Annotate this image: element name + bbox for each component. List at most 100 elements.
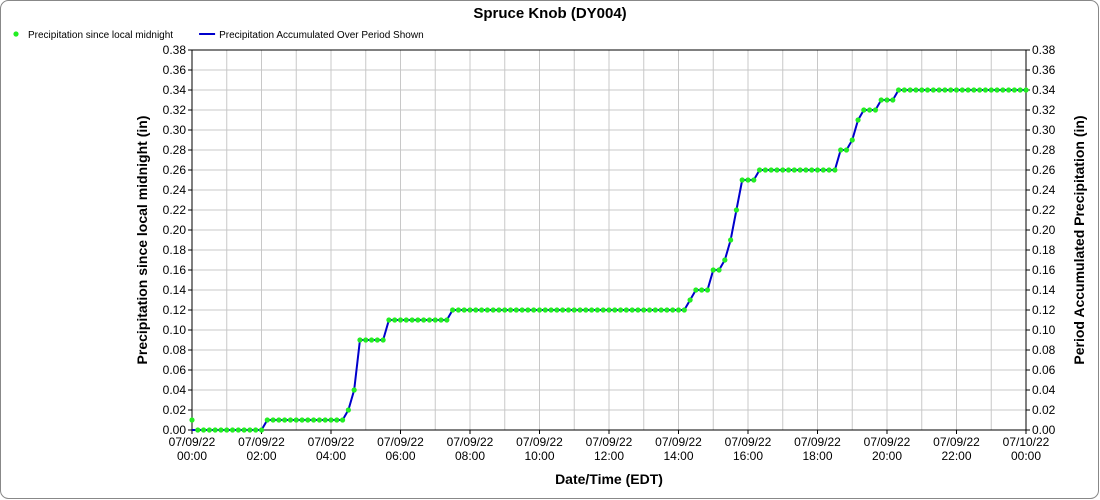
data-point: [363, 337, 369, 343]
data-point: [455, 307, 462, 313]
data-point: [432, 317, 438, 323]
data-point: [316, 417, 323, 423]
data-point: [780, 167, 786, 173]
data-point: [264, 417, 270, 423]
y-tick-label: 0.12: [163, 303, 187, 317]
y-tick-label: 0.20: [163, 223, 187, 237]
y2-tick-label: 0.34: [1032, 83, 1056, 97]
data-point: [478, 307, 485, 313]
data-point: [693, 287, 699, 293]
y2-tick-label: 0.10: [1032, 323, 1056, 337]
data-point: [450, 307, 456, 313]
data-point: [803, 167, 809, 173]
x-tick-label-line: 07/09/22: [308, 435, 355, 449]
data-point: [994, 87, 1000, 93]
data-point: [919, 87, 925, 93]
data-point: [253, 427, 259, 433]
data-point: [629, 307, 635, 313]
data-point: [901, 87, 907, 93]
data-point: [282, 417, 288, 423]
data-point: [380, 337, 386, 343]
x-tick-label-line: 10:00: [524, 449, 554, 463]
data-point: [716, 267, 722, 273]
x-tick-label: 07/09/22 16:00: [725, 435, 772, 463]
data-point: [832, 167, 838, 173]
x-tick-label: 07/09/22 04:00: [308, 435, 355, 463]
x-tick-label-line: 07/09/22: [238, 435, 285, 449]
data-point: [977, 87, 983, 93]
data-point: [531, 307, 537, 313]
y-tick-label: 0.22: [163, 203, 187, 217]
data-point: [907, 87, 913, 93]
data-point: [311, 417, 317, 423]
x-tick-label-line: 07/09/22: [864, 435, 911, 449]
data-point: [745, 177, 751, 183]
data-point: [797, 167, 803, 173]
x-tick-label-line: 04:00: [316, 449, 346, 463]
data-point: [270, 417, 276, 423]
data-point: [704, 287, 711, 293]
data-point: [861, 107, 867, 113]
data-point: [409, 317, 415, 323]
data-point: [571, 307, 577, 313]
data-point: [403, 317, 409, 323]
data-point: [287, 417, 294, 423]
data-point: [612, 307, 618, 313]
data-point: [513, 307, 519, 313]
data-point: [606, 307, 612, 313]
x-tick-label-line: 07/10/22: [1003, 435, 1050, 449]
data-point: [867, 107, 873, 113]
data-point: [334, 417, 340, 423]
x-tick-label-line: 07/09/22: [447, 435, 494, 449]
x-tick-label: 07/09/22 00:00: [169, 435, 216, 463]
data-point: [820, 167, 826, 173]
data-point: [785, 167, 792, 173]
data-point: [276, 417, 282, 423]
y-tick-label: 0.36: [163, 63, 187, 77]
x-tick-label-line: 08:00: [455, 449, 485, 463]
data-point: [299, 417, 305, 423]
data-point: [218, 427, 224, 433]
data-point: [484, 307, 490, 313]
data-point: [583, 307, 589, 313]
data-point: [322, 417, 328, 423]
data-point: [878, 97, 884, 103]
data-point: [305, 417, 311, 423]
x-tick-label: 07/10/22 00:00: [1003, 435, 1050, 463]
data-point: [751, 177, 757, 183]
y-tick-label: 0.08: [163, 343, 187, 357]
y-tick-label: 0.02: [163, 403, 187, 417]
data-point: [710, 267, 716, 273]
data-point: [542, 307, 548, 313]
x-tick-label-line: 07/09/22: [933, 435, 980, 449]
y2-tick-label: 0.30: [1032, 123, 1056, 137]
data-point: [200, 427, 207, 433]
y-tick-label: 0.24: [163, 183, 187, 197]
data-point: [687, 297, 693, 303]
data-point: [826, 167, 832, 173]
data-point: [415, 317, 421, 323]
x-tick-label: 07/09/22 02:00: [238, 435, 285, 463]
data-point: [600, 307, 606, 313]
x-tick-label: 07/09/22 18:00: [794, 435, 841, 463]
data-point: [1023, 87, 1029, 93]
data-point: [536, 307, 543, 313]
data-point: [809, 167, 815, 173]
data-point: [1000, 87, 1006, 93]
data-point: [577, 307, 583, 313]
y-tick-label: 0.00: [163, 423, 187, 437]
y2-tick-label: 0.12: [1032, 303, 1056, 317]
y2-tick-label: 0.18: [1032, 243, 1056, 257]
data-point: [490, 307, 496, 313]
data-point: [224, 427, 230, 433]
data-point: [762, 167, 768, 173]
x-tick-label: 07/09/22 08:00: [447, 435, 494, 463]
y-tick-label: 0.26: [163, 163, 187, 177]
data-point: [722, 257, 728, 263]
y2-tick-label: 0.08: [1032, 343, 1056, 357]
data-point: [641, 307, 647, 313]
y-axis-label: Precipitation since local midnight (in): [134, 116, 150, 365]
y-tick-label: 0.28: [163, 143, 187, 157]
data-point: [247, 427, 253, 433]
data-point: [924, 87, 931, 93]
